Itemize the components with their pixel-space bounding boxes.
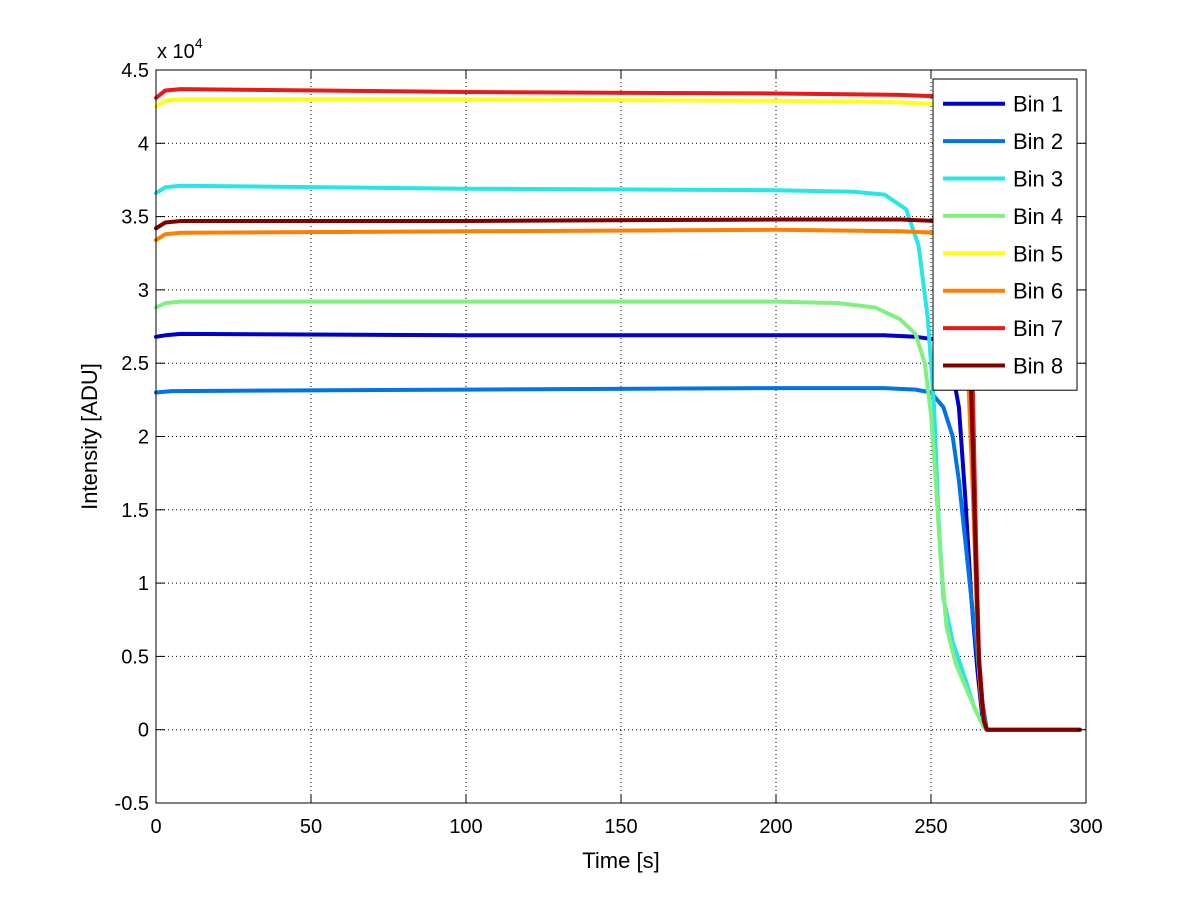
y-tick-label: 2 bbox=[138, 427, 149, 449]
y-exponent-base: x 10 bbox=[157, 41, 195, 63]
legend-label-bin-6: Bin 6 bbox=[1013, 279, 1063, 304]
x-tick-label: 250 bbox=[914, 816, 947, 838]
legend-label-bin-3: Bin 3 bbox=[1013, 167, 1063, 192]
grid-layer bbox=[156, 70, 1086, 803]
x-tick-label: 50 bbox=[300, 816, 322, 838]
y-tick-label: 4.5 bbox=[121, 60, 149, 82]
y-tick-label: 1 bbox=[138, 573, 149, 595]
y-exponent-power: 4 bbox=[195, 35, 203, 51]
y-tick-label: 3.5 bbox=[121, 207, 149, 229]
tick-layer bbox=[155, 69, 1087, 804]
x-tick-label: 150 bbox=[604, 816, 637, 838]
legend-label-bin-8: Bin 8 bbox=[1013, 354, 1063, 379]
y-tick-label: -0.5 bbox=[115, 793, 149, 815]
legend-label-bin-2: Bin 2 bbox=[1013, 129, 1063, 154]
legend-label-bin-4: Bin 4 bbox=[1013, 204, 1063, 229]
y-axis-label: Intensity [ADU] bbox=[77, 363, 102, 510]
x-tick-labels: 0 50 100 150 200 250 300 bbox=[150, 816, 1102, 838]
y-tick-label: 1.5 bbox=[121, 500, 149, 522]
y-tick-label: 3 bbox=[138, 280, 149, 302]
x-tick-label: 300 bbox=[1069, 816, 1102, 838]
legend-label-bin-5: Bin 5 bbox=[1013, 241, 1063, 266]
x-tick-label: 100 bbox=[449, 816, 482, 838]
y-tick-label: 4 bbox=[138, 133, 149, 155]
legend: Bin 1 Bin 2 Bin 3 Bin 4 Bin 5 Bin 6 Bin 7 Bin 8 bbox=[932, 78, 1078, 391]
legend-label-bin-1: Bin 1 bbox=[1013, 92, 1063, 117]
x-tick-label: 0 bbox=[150, 816, 161, 838]
y-tick-labels: -0.5 0 0.5 1 1.5 2 2.5 3 3.5 4 4.5 bbox=[115, 60, 149, 815]
legend-box bbox=[932, 78, 1078, 391]
y-tick-label: 2.5 bbox=[121, 353, 149, 375]
y-exponent-label: x 104 bbox=[157, 35, 203, 63]
x-tick-label: 200 bbox=[759, 816, 792, 838]
series-line-bin-4 bbox=[154, 299, 1082, 732]
y-tick-label: 0.5 bbox=[121, 646, 149, 668]
legend-label-bin-7: Bin 7 bbox=[1013, 316, 1063, 341]
y-tick-label: 0 bbox=[138, 720, 149, 742]
x-axis-label: Time [s] bbox=[582, 848, 659, 873]
